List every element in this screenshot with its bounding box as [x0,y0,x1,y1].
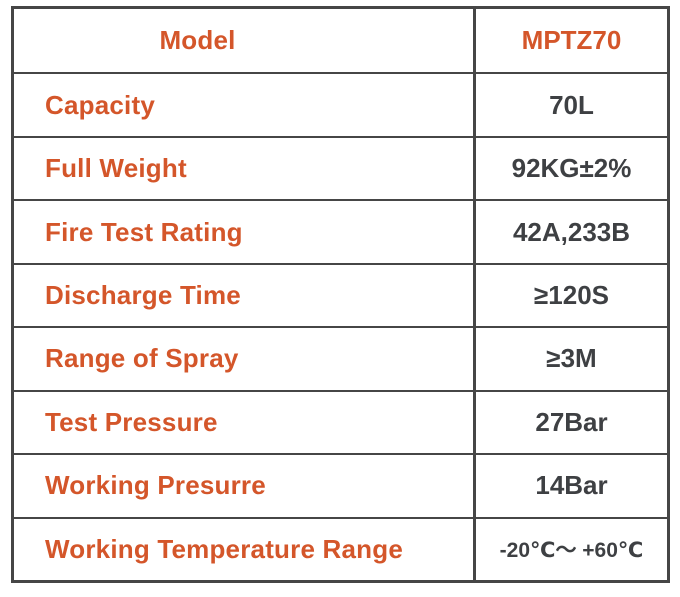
table-row-discharge-time: Discharge Time ≥120S [14,262,667,327]
table-row-working-pressure: Working Presurre 14Bar [14,453,667,517]
spec-label-capacity: Capacity [14,74,476,136]
spec-value-working-temperature-range: -20℃～ +60℃ [499,539,644,563]
spec-label-working-pressure: Working Presurre [14,455,476,517]
spec-value-fire-test-rating: 42A,233B [512,216,631,247]
table-row-range-of-spray: Range of Spray ≥3M [14,326,667,390]
spec-label-full-weight: Full Weight [14,137,476,200]
spec-value-working-pressure: 14Bar [535,470,608,501]
table-row-model: Model MPTZ70 [14,9,667,73]
spec-label-discharge-time: Discharge Time [14,264,476,327]
spec-label-working-temperature-range: Working Temperature Range [14,518,476,580]
spec-value-model: MPTZ70 [521,25,622,56]
spec-value-range-of-spray: ≥3M [546,343,597,374]
spec-value-test-pressure: 27Bar [535,406,608,437]
spec-value-full-weight: 92KG±2% [511,153,632,184]
spec-table: Model MPTZ70 Capacity 70L Full Weight 92… [11,6,670,583]
table-row-test-pressure: Test Pressure 27Bar [14,389,667,454]
spec-label-model: Model [14,9,476,73]
table-row-full-weight: Full Weight 92KG±2% [14,135,667,200]
spec-value-discharge-time: ≥120S [534,279,609,310]
spec-value-capacity: 70L [549,89,594,120]
spec-label-test-pressure: Test Pressure [14,391,476,454]
table-row-fire-test-rating: Fire Test Rating 42A,233B [14,199,667,263]
table-row-capacity: Capacity 70L [14,72,667,136]
spec-label-range-of-spray: Range of Spray [14,328,476,390]
table-row-working-temperature-range: Working Temperature Range -20℃～ +60℃ [14,516,667,580]
spec-label-fire-test-rating: Fire Test Rating [14,201,476,263]
